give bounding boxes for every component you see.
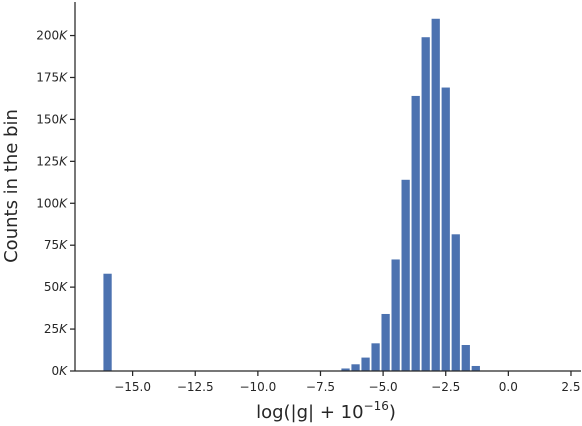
y-tick-label: 125K [36, 154, 68, 168]
histogram-bar [341, 368, 350, 371]
x-tick-label: −15.0 [114, 380, 151, 394]
histogram-bar [441, 87, 450, 371]
x-axis-label-exponent: −16 [364, 399, 389, 413]
histogram-bar [471, 365, 480, 371]
x-tick-label: 0.0 [499, 380, 518, 394]
y-tick-label: 200K [36, 29, 68, 43]
y-tick-label: 100K [36, 196, 68, 210]
x-axis-label-end: ) [389, 402, 396, 423]
y-tick-label: 175K [36, 70, 68, 84]
histogram-bar [421, 37, 430, 371]
histogram-bar [401, 179, 410, 371]
y-tick-label: 50K [44, 280, 68, 294]
histogram-bar [461, 345, 470, 371]
y-axis-ticks: 0K 25K 50K 75K 100K 125K 150K 175K 200K [36, 29, 75, 378]
y-tick-label: 75K [44, 238, 68, 252]
bars-group [103, 18, 480, 372]
y-axis-label: Counts in the bin [1, 109, 22, 263]
histogram-bar [431, 18, 440, 372]
histogram-bar [361, 357, 370, 371]
x-tick-label: 2.5 [561, 380, 580, 394]
histogram-bar [371, 343, 380, 371]
x-tick-label: −7.5 [306, 380, 335, 394]
histogram-bar [381, 313, 390, 371]
x-axis-ticks: −15.0 −12.5 −10.0 −7.5 −5.0 −2.5 0.0 2.5 [114, 371, 581, 394]
y-tick-label: 0K [51, 364, 68, 378]
histogram-bar [451, 234, 460, 371]
histogram-bar [391, 259, 400, 371]
histogram-bar [103, 273, 112, 371]
histogram-bar [411, 95, 420, 372]
histogram-bar [351, 364, 360, 371]
x-axis-label-main: log(|g| + 10 [256, 402, 363, 423]
x-tick-label: −12.5 [177, 380, 214, 394]
x-tick-label: −10.0 [239, 380, 276, 394]
x-axis-label: log(|g| + 10−16) [256, 399, 396, 423]
y-tick-label: 150K [36, 112, 68, 126]
y-tick-label: 25K [44, 322, 68, 336]
x-tick-label: −2.5 [431, 380, 460, 394]
x-tick-label: −5.0 [369, 380, 398, 394]
